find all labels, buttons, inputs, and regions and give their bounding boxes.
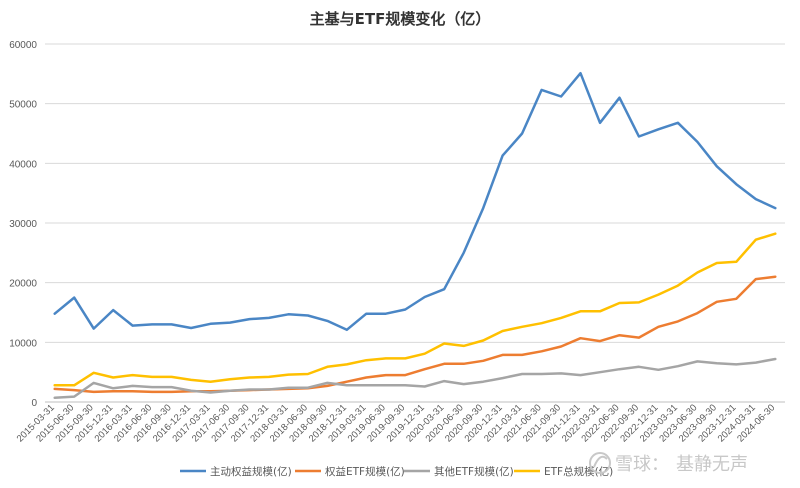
legend-item-1: 权益ETF规模(亿) bbox=[295, 465, 405, 478]
legend-item-0: 主动权益规模(亿) bbox=[180, 465, 292, 478]
watermark: 雪球 ： 基静无声 bbox=[589, 452, 748, 475]
y-tick-label-1: 10000 bbox=[9, 338, 37, 349]
x-axis: 2015-03-312015-06-302015-09-302015-12-31… bbox=[15, 402, 778, 444]
y-tick-label-4: 40000 bbox=[9, 159, 37, 170]
legend-item-3: ETF总规模(亿) bbox=[514, 465, 613, 478]
series-line-1 bbox=[53, 275, 777, 394]
series-line-3 bbox=[53, 232, 777, 387]
chart-title: 主基与ETF规模变化（亿） bbox=[310, 10, 491, 28]
legend-label-1: 权益ETF规模(亿) bbox=[325, 465, 405, 478]
y-tick-label-3: 30000 bbox=[9, 219, 37, 230]
watermark-separator: ： bbox=[651, 454, 669, 475]
legend-label-3: ETF总规模(亿) bbox=[544, 465, 613, 478]
y-axis: 0 10000 20000 30000 40000 50000 60000 bbox=[9, 40, 37, 409]
watermark-author: 基静无声 bbox=[676, 454, 748, 475]
watermark-brand: 雪球 bbox=[615, 454, 651, 475]
grid bbox=[45, 43, 785, 403]
series-lines bbox=[53, 71, 777, 400]
legend-label-2: 其他ETF规模(亿) bbox=[434, 465, 514, 478]
y-tick-label-6: 60000 bbox=[9, 40, 37, 51]
legend-item-2: 其他ETF规模(亿) bbox=[404, 465, 514, 478]
snowball-logo-icon bbox=[589, 452, 611, 474]
series-line-0 bbox=[53, 71, 777, 332]
y-tick-label-5: 50000 bbox=[9, 100, 37, 111]
y-tick-label-2: 20000 bbox=[9, 279, 37, 290]
legend: 主动权益规模(亿) 权益ETF规模(亿) 其他ETF规模(亿) ETF总规模(亿) bbox=[180, 465, 613, 478]
series-line-2 bbox=[53, 357, 777, 400]
y-tick-label-0: 0 bbox=[31, 398, 37, 409]
legend-label-0: 主动权益规模(亿) bbox=[210, 465, 292, 478]
